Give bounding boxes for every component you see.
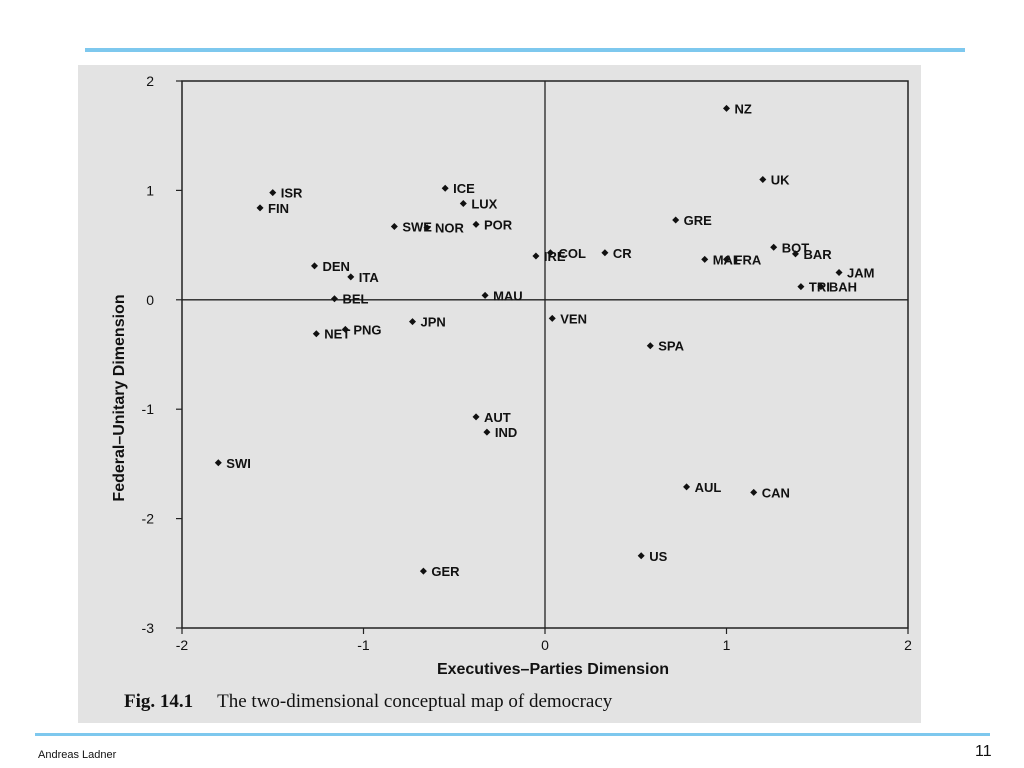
point-label: VEN — [560, 311, 587, 326]
data-point — [723, 255, 730, 263]
data-point — [759, 175, 767, 183]
bottom-accent-rule — [35, 733, 990, 736]
point-label: FRA — [735, 252, 762, 267]
point-label: UK — [771, 172, 790, 187]
point-label: IND — [495, 425, 517, 440]
y-tick-label: 2 — [146, 73, 154, 89]
point-label: CR — [613, 246, 632, 261]
x-tick-label: -2 — [176, 637, 189, 653]
data-point — [701, 255, 709, 263]
data-point — [548, 314, 556, 322]
data-point — [770, 243, 778, 251]
point-label: COL — [558, 246, 586, 261]
x-tick-label: 2 — [904, 637, 912, 653]
data-point — [341, 325, 349, 333]
data-point — [723, 104, 730, 112]
point-label: FIN — [268, 201, 289, 216]
point-label: SPA — [658, 339, 684, 354]
x-axis-label: Executives–Parties Dimension — [437, 661, 669, 678]
data-point — [683, 483, 691, 491]
figure-caption-text: The two-dimensional conceptual map of de… — [217, 691, 613, 712]
point-label: BAR — [803, 247, 832, 262]
data-point — [390, 223, 398, 231]
point-label: SWI — [226, 456, 251, 471]
point-label: JPN — [421, 315, 446, 330]
data-point — [310, 262, 318, 270]
data-point — [441, 184, 449, 192]
x-tick-label: 0 — [541, 637, 549, 653]
point-label: GRE — [684, 213, 713, 228]
point-label: ISR — [281, 186, 303, 201]
point-label: NOR — [435, 221, 465, 236]
point-label: CAN — [762, 485, 790, 500]
data-point — [646, 342, 654, 350]
point-label: US — [649, 549, 667, 564]
data-point — [459, 200, 467, 208]
point-label: ITA — [359, 270, 380, 285]
data-point — [546, 249, 554, 257]
data-point — [472, 413, 480, 421]
figure-number: Fig. 14.1 — [124, 691, 194, 712]
data-point — [750, 488, 758, 496]
point-label: NZ — [735, 101, 752, 116]
data-point — [532, 252, 540, 260]
data-point — [347, 273, 355, 281]
figure-caption: Fig. 14.1 The two-dimensional conceptual … — [124, 691, 612, 713]
point-label: LUX — [471, 197, 497, 212]
data-point — [483, 428, 491, 436]
point-label: ICE — [453, 181, 475, 196]
point-label: SWE — [402, 220, 432, 235]
data-point — [835, 268, 843, 276]
data-point — [214, 459, 222, 467]
data-point — [419, 567, 427, 575]
point-label: BOT — [782, 240, 810, 255]
point-label: BAH — [829, 280, 857, 295]
x-tick-label: -1 — [357, 637, 370, 653]
point-label: NET — [324, 327, 350, 342]
y-tick-label: -3 — [142, 620, 155, 636]
y-axis-label: Federal–Unitary Dimension — [111, 294, 128, 501]
data-point — [601, 249, 609, 257]
data-point — [312, 330, 320, 338]
point-label: JAM — [847, 265, 874, 280]
data-point — [423, 224, 431, 232]
data-point — [481, 291, 489, 299]
data-point — [797, 283, 805, 291]
point-label: BEL — [342, 292, 368, 307]
y-tick-label: -1 — [142, 401, 155, 417]
point-label: GER — [431, 564, 460, 579]
point-label: AUL — [695, 480, 722, 495]
x-tick-label: 1 — [723, 637, 731, 653]
data-point — [409, 318, 417, 326]
top-accent-rule — [85, 48, 965, 52]
footer-author: Andreas Ladner — [38, 749, 117, 761]
point-label: AUT — [484, 410, 511, 425]
y-tick-label: 0 — [146, 292, 154, 308]
point-label: MAU — [493, 288, 523, 303]
data-point — [256, 204, 264, 212]
data-point — [791, 250, 799, 258]
y-tick-label: -2 — [142, 511, 155, 527]
point-label: PNG — [353, 322, 381, 337]
data-point — [269, 189, 277, 197]
page-number: 11 — [975, 743, 992, 760]
scanned-figure: -2 -1 0 1 2 2 1 0 -1 -2 -3 NZ UK ISR FIN ICE LUX SWE NOR P… — [78, 65, 921, 723]
data-point — [817, 283, 825, 291]
data-point — [472, 220, 480, 228]
y-tick-label: 1 — [146, 182, 154, 198]
data-point — [672, 216, 680, 224]
data-point — [330, 295, 338, 303]
point-label: POR — [484, 217, 513, 232]
point-label: DEN — [322, 259, 349, 274]
data-point — [637, 552, 645, 560]
